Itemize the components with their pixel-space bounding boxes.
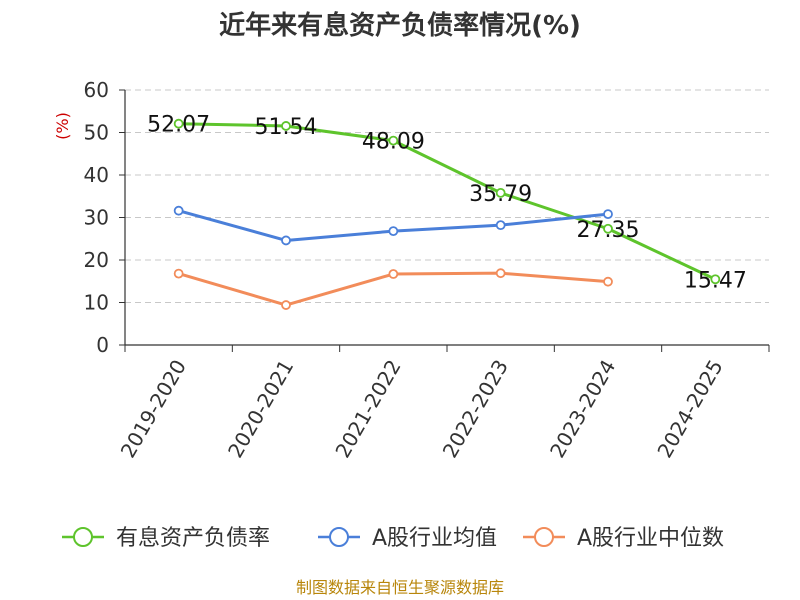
axes [119,89,770,352]
chart-title: 近年来有息资产负债率情况(%) [219,10,581,41]
data-point [388,135,399,146]
data-point [710,274,721,285]
y-tick-label: 40 [84,163,109,187]
x-tick-label: 2024-2025 [652,356,727,462]
data-point [495,220,506,231]
data-point [173,268,184,279]
legend-label: A股行业中位数 [577,526,724,551]
data-label: 15.47 [684,268,747,293]
data-point [173,118,184,129]
gridlines [125,89,769,303]
data-point [495,187,506,198]
y-tick-label: 20 [84,248,109,272]
legend-marker [73,527,93,547]
series-line [178,122,716,281]
y-tick-label: 10 [84,291,109,315]
data-point [173,205,184,216]
x-tick-label: 2023-2024 [545,356,620,462]
y-tick-label: 30 [84,206,109,230]
x-tick-label: 2021-2022 [330,356,405,462]
legend: 有息资产负债率 A股行业均值 A股行业中位数 [62,526,724,551]
data-labels: 52.07 51.54 48.09 35.79 27.35 15.47 [147,113,747,294]
data-point [388,269,399,279]
y-tick-label: 50 [84,121,109,145]
series-lines [173,118,721,310]
x-tick-label: 2019-2020 [116,356,191,462]
y-tick-labels: 0 10 20 30 40 50 60 [84,78,109,357]
data-label: 35.79 [469,182,532,207]
x-tick-labels: 2019-2020 2020-2021 2021-2022 2022-2023 2023… [116,356,728,462]
legend-marker [534,527,554,547]
data-point [388,226,399,237]
data-label: 27.35 [577,218,640,243]
data-point [603,209,613,220]
data-point [281,121,291,131]
data-label: 52.07 [147,113,210,138]
data-point [603,276,613,287]
data-point [281,235,291,246]
y-tick-label: 0 [96,333,109,357]
y-tick-label: 60 [84,78,109,102]
x-tick-label: 2022-2023 [438,356,513,462]
data-point [495,268,506,279]
y-axis-label: (%) [53,112,72,140]
data-point [603,223,613,234]
legend-label: A股行业均值 [372,526,497,551]
data-point [281,300,291,310]
legend-marker [329,527,349,547]
x-tick-label: 2020-2021 [223,356,298,462]
data-label: 48.09 [362,130,425,155]
data-label: 51.54 [255,115,318,140]
source-note: 制图数据来自恒生聚源数据库 [296,578,504,597]
legend-label: 有息资产负债率 [116,526,270,551]
